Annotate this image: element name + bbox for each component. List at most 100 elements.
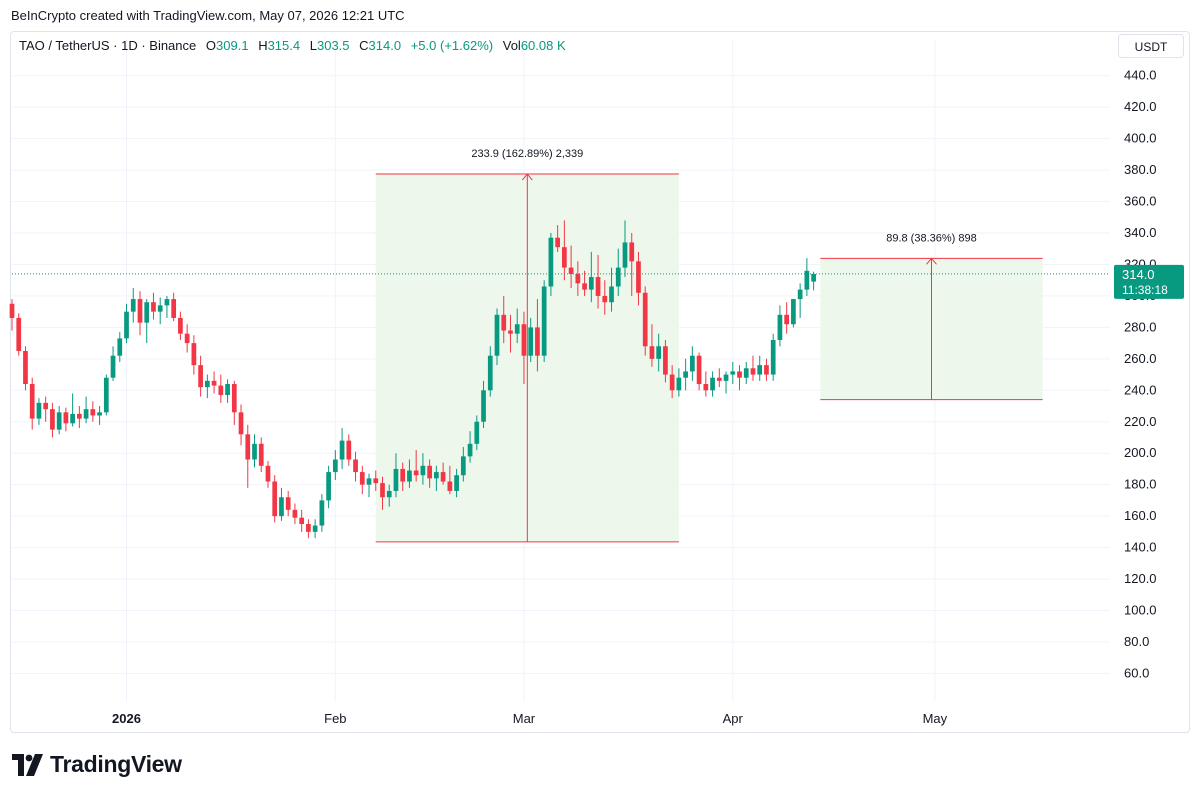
tradingview-logo[interactable]: TradingView bbox=[12, 751, 182, 778]
tradingview-wordmark: TradingView bbox=[50, 751, 182, 777]
candle-body bbox=[83, 409, 89, 419]
date-tick-label: Feb bbox=[324, 711, 346, 726]
range-arrowhead bbox=[521, 173, 533, 181]
date-tick-label: Mar bbox=[513, 711, 536, 726]
low-value: 303.5 bbox=[316, 38, 350, 53]
candle-body bbox=[696, 355, 702, 385]
candle-body bbox=[535, 327, 540, 356]
candle-body bbox=[265, 465, 271, 482]
last-price-marker: 314.011:38:18 bbox=[12, 264, 1184, 299]
candle-body bbox=[528, 327, 534, 356]
candle-body bbox=[710, 377, 715, 391]
candle-body bbox=[292, 509, 298, 518]
time-axis: 2026 Feb Mar Apr May bbox=[112, 711, 948, 726]
candle-body bbox=[130, 299, 136, 312]
candle-body bbox=[622, 242, 628, 268]
candle-body bbox=[420, 465, 426, 476]
candle-body bbox=[514, 324, 520, 334]
candle-body bbox=[43, 402, 49, 410]
candle-body bbox=[157, 305, 163, 312]
candle-body bbox=[811, 273, 816, 282]
candle-body bbox=[16, 317, 22, 351]
candle-body bbox=[9, 303, 15, 318]
date-tick-label: May bbox=[923, 711, 948, 726]
candle-body bbox=[272, 481, 278, 517]
price-tick-label: 360.0 bbox=[1124, 194, 1157, 209]
candles bbox=[9, 220, 816, 539]
candle-body bbox=[110, 355, 116, 378]
candle-body bbox=[568, 267, 574, 274]
last-price-value: 314.0 bbox=[1122, 267, 1155, 282]
candle-body bbox=[723, 374, 729, 381]
open-value: 309.1 bbox=[216, 38, 249, 53]
candle-body bbox=[50, 409, 55, 430]
candle-body bbox=[63, 412, 69, 424]
candle-body bbox=[649, 346, 655, 359]
candle-body bbox=[434, 472, 439, 479]
tradingview-logo-icon bbox=[12, 753, 43, 776]
candle-body bbox=[521, 324, 527, 356]
candle-body bbox=[750, 368, 756, 375]
currency-button[interactable]: USDT bbox=[1118, 34, 1184, 58]
candle-body bbox=[386, 490, 392, 498]
candle-body bbox=[602, 295, 608, 303]
open-label: O bbox=[205, 38, 217, 53]
date-tick-label: 2026 bbox=[112, 711, 141, 726]
candle-body bbox=[178, 317, 183, 334]
candle-body bbox=[285, 497, 291, 510]
candle-body bbox=[575, 273, 581, 284]
candle-body bbox=[23, 350, 28, 385]
candle-body bbox=[501, 314, 507, 331]
candle-body bbox=[663, 346, 668, 375]
candle-body bbox=[487, 355, 493, 391]
candle-body bbox=[231, 384, 237, 413]
candle-body bbox=[629, 242, 635, 262]
candle-body bbox=[555, 237, 560, 248]
candle-body bbox=[164, 299, 170, 306]
candle-body bbox=[319, 500, 325, 526]
candle-body bbox=[770, 339, 776, 375]
price-tick-label: 180.0 bbox=[1124, 477, 1157, 492]
range-label: 89.8 (38.36%) 898 bbox=[886, 232, 977, 244]
candle-body bbox=[373, 478, 379, 484]
candle-body bbox=[588, 277, 594, 290]
candle-body bbox=[656, 346, 662, 359]
candle-body bbox=[90, 409, 96, 416]
candle-body bbox=[245, 434, 251, 460]
candle-body bbox=[757, 365, 763, 375]
candle-body bbox=[29, 384, 35, 419]
candle-body bbox=[797, 289, 803, 300]
candle-body bbox=[77, 413, 82, 419]
candle-body bbox=[97, 412, 102, 416]
candle-body bbox=[474, 421, 480, 444]
candle-body bbox=[791, 299, 796, 325]
candle-body bbox=[393, 468, 399, 491]
candle-body bbox=[312, 525, 318, 532]
candle-body bbox=[804, 270, 810, 290]
candle-body bbox=[447, 481, 453, 491]
candle-body bbox=[211, 380, 217, 386]
candle-body bbox=[615, 267, 621, 287]
price-tick-label: 280.0 bbox=[1124, 319, 1157, 334]
price-tick-label: 100.0 bbox=[1124, 602, 1157, 617]
candle-body bbox=[407, 470, 412, 482]
candle-body bbox=[299, 517, 305, 524]
candle-body bbox=[676, 377, 682, 391]
candle-body bbox=[413, 470, 419, 476]
candle-body bbox=[36, 402, 42, 419]
candle-body bbox=[218, 385, 224, 396]
candle-body bbox=[225, 384, 230, 396]
candle-body bbox=[204, 380, 210, 388]
candle-body bbox=[238, 412, 244, 435]
price-tick-label: 80.0 bbox=[1124, 634, 1149, 649]
candle-body bbox=[737, 371, 742, 378]
close-label: C bbox=[359, 38, 369, 53]
change-value: +5.0 (+1.62%) bbox=[410, 38, 494, 53]
volume-value: 60.08 K bbox=[520, 38, 566, 53]
candle-body bbox=[582, 283, 587, 290]
chart-credit: BeInCrypto created with TradingView.com,… bbox=[11, 8, 405, 23]
candle-body bbox=[56, 412, 62, 430]
candle-body bbox=[137, 299, 143, 323]
candle-body bbox=[669, 374, 675, 391]
